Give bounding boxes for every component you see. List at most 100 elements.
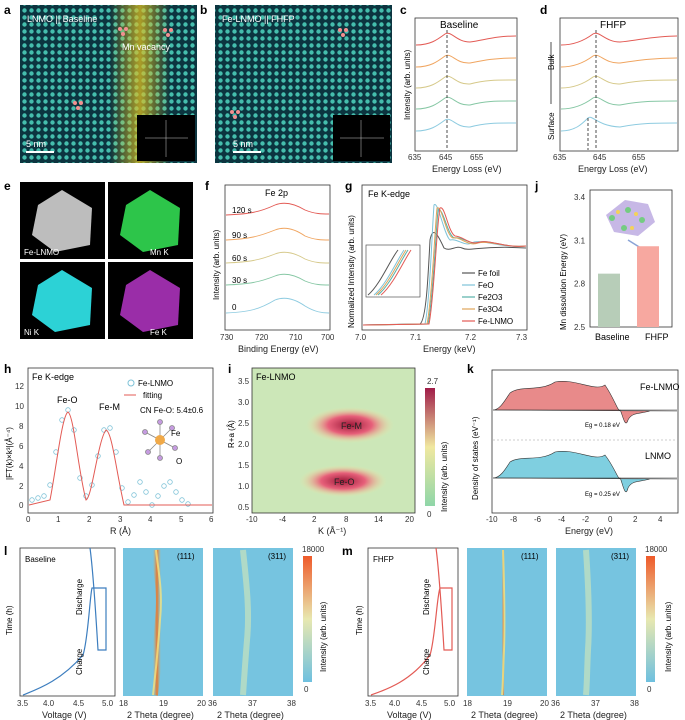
panel-d-letter: d bbox=[540, 3, 547, 17]
h-ytick-10: 10 bbox=[15, 402, 24, 411]
map-ni-k-label: Ni K bbox=[24, 328, 40, 337]
l-cbar-max: 18000 bbox=[302, 545, 325, 554]
j-ytick-3: 3.4 bbox=[574, 193, 586, 202]
l-xlabel-theta2: 2 Theta (degree) bbox=[217, 710, 284, 720]
panel-l: l Baseline Time (h) Charge Discharge 3.5… bbox=[4, 544, 328, 720]
k-xtick-2: -8 bbox=[510, 515, 518, 524]
h-xtick-3: 3 bbox=[118, 515, 123, 524]
m-cbar-max: 18000 bbox=[645, 545, 668, 554]
l-cbar-min: 0 bbox=[304, 685, 309, 694]
l-cbar-label: Intensity (arb. units) bbox=[319, 601, 328, 672]
h-xtick-1: 1 bbox=[56, 515, 61, 524]
f-time-60: 60 s bbox=[232, 254, 247, 263]
panel-a-scale: 5 nm bbox=[26, 139, 46, 149]
panel-m: m FHFP Time (h) Charge Discharge 3.5 4.0… bbox=[342, 544, 673, 720]
g-legend-fe-foil: Fe foil bbox=[478, 269, 500, 278]
m-vtick-1: 3.5 bbox=[365, 699, 377, 708]
i-ytick-05: 0.5 bbox=[238, 503, 250, 512]
panel-i: i Fe-LNMO Fe-M Fe-O R+a (Å) 3.5 3.0 2.5 … bbox=[227, 362, 449, 536]
map-mn-k-label: Mn K bbox=[150, 248, 169, 257]
h-ytick-6: 6 bbox=[19, 442, 24, 451]
panel-a-letter: a bbox=[4, 3, 11, 17]
k-xtick-6: 0 bbox=[608, 515, 613, 524]
m-vtick-2: 4.0 bbox=[389, 699, 401, 708]
m-t2-3: 38 bbox=[630, 699, 639, 708]
panel-m-title: FHFP bbox=[373, 555, 394, 564]
k-label-fe-lnmo: Fe-LNMO bbox=[640, 382, 680, 392]
k-label-lnmo: LNMO bbox=[645, 451, 671, 461]
panel-j-letter: j bbox=[534, 179, 538, 193]
panel-h-xlabel: R (Å) bbox=[110, 526, 131, 536]
j-cat-fhfp: FHFP bbox=[645, 332, 669, 342]
panel-i-letter: i bbox=[228, 362, 231, 376]
panel-l-letter: l bbox=[4, 544, 7, 558]
g-legend-fe3o4: Fe3O4 bbox=[478, 305, 503, 314]
panel-m-letter: m bbox=[342, 544, 353, 558]
map-fe-k-label: Fe K bbox=[150, 328, 168, 337]
panel-j-ylabel: Mn dissolution Energy (eV) bbox=[559, 234, 568, 330]
mn-vacancy-label: Mn vacancy bbox=[122, 42, 171, 52]
l-charge-label: Charge bbox=[75, 648, 84, 675]
k-xtick-7: 2 bbox=[633, 515, 638, 524]
panel-f-ylabel: Intensity (arb. units) bbox=[212, 229, 221, 300]
k-eg-top: Eg = 0.18 eV bbox=[585, 423, 620, 429]
panel-g: g Fe K-edge Normalized Intensity (arb. u… bbox=[345, 179, 528, 354]
panel-g-ylabel: Normalized Intensity (arb. units) bbox=[347, 215, 356, 328]
k-eg-bottom: Eg = 0.25 eV bbox=[585, 492, 620, 498]
panel-g-xlabel: Energy (keV) bbox=[423, 344, 476, 354]
l-discharge-label: Discharge bbox=[75, 578, 84, 615]
i-xtick-3: 2 bbox=[312, 515, 317, 524]
f-time-30: 30 s bbox=[232, 276, 247, 285]
panel-c-ylabel: Intensity (arb. units) bbox=[403, 49, 412, 120]
m-colorbar bbox=[646, 556, 655, 682]
j-cat-baseline: Baseline bbox=[595, 332, 630, 342]
h-peak-fe-o: Fe-O bbox=[57, 395, 78, 405]
f-xtick-2: 720 bbox=[255, 333, 269, 342]
panel-l-title: Baseline bbox=[25, 555, 56, 564]
panel-h-ylabel: |FT(k)×k³|(Å⁻⁴) bbox=[5, 427, 14, 480]
l-hkl-311: (311) bbox=[268, 552, 286, 561]
panel-e: e Fe-LNMO Mn K Ni K Fe K bbox=[4, 179, 193, 339]
l-t2-2: 37 bbox=[248, 699, 257, 708]
i-ytick-30: 3.0 bbox=[238, 398, 250, 407]
panel-a: a LNMO || Baseline Mn vacancy 5 nm bbox=[4, 3, 197, 163]
m-discharge-label: Discharge bbox=[422, 578, 431, 615]
panel-b-letter: b bbox=[200, 3, 207, 17]
panel-f: f Fe 2p Intensity (arb. units) 120 s 90 … bbox=[205, 179, 335, 354]
j-bar-fhfp bbox=[637, 246, 659, 327]
panel-h-letter: h bbox=[4, 362, 11, 376]
l-heatmap-311 bbox=[213, 548, 293, 696]
j-ytick-2: 3.1 bbox=[574, 236, 586, 245]
f-xtick-4: 700 bbox=[321, 333, 335, 342]
m-xlabel-theta2: 2 Theta (degree) bbox=[560, 710, 627, 720]
panel-h-title: Fe K-edge bbox=[32, 372, 74, 382]
j-ytick-1: 2.8 bbox=[574, 280, 586, 289]
h-ytick-12: 12 bbox=[15, 382, 24, 391]
m-t1-2: 19 bbox=[503, 699, 512, 708]
h-o-label: O bbox=[176, 457, 182, 466]
c-xtick-1: 635 bbox=[408, 153, 422, 162]
i-peak-fe-o: Fe-O bbox=[334, 477, 355, 487]
panel-a-title: LNMO || Baseline bbox=[27, 14, 97, 24]
l-vtick-3: 4.5 bbox=[73, 699, 85, 708]
k-xtick-8: 4 bbox=[658, 515, 663, 524]
panel-f-letter: f bbox=[205, 179, 210, 193]
k-xtick-4: -4 bbox=[558, 515, 566, 524]
m-t1-1: 18 bbox=[463, 699, 472, 708]
panel-i-xlabel: K (Å⁻¹) bbox=[318, 526, 346, 536]
panel-h: h Fe K-edge |FT(k)×k³|(Å⁻⁴) Fe-O Fe-M Fe… bbox=[4, 362, 214, 536]
i-peak-fe-m: Fe-M bbox=[341, 421, 362, 431]
panel-d-xlabel: Energy Loss (eV) bbox=[578, 164, 648, 174]
panel-j: j Mn dissolution Energy (eV) 2.5 2.8 3.1 3.… bbox=[534, 179, 673, 342]
m-vtick-4: 5.0 bbox=[444, 699, 456, 708]
c-xtick-2: 645 bbox=[439, 153, 453, 162]
panel-g-title: Fe K-edge bbox=[368, 189, 410, 199]
panel-d-title: FHFP bbox=[600, 20, 626, 31]
panel-c-xlabel: Energy Loss (eV) bbox=[432, 164, 502, 174]
m-t1-3: 20 bbox=[540, 699, 549, 708]
i-ytick-25: 2.5 bbox=[238, 419, 250, 428]
i-xtick-5: 14 bbox=[374, 515, 383, 524]
h-xtick-5: 5 bbox=[179, 515, 184, 524]
d-xtick-1: 635 bbox=[553, 153, 567, 162]
